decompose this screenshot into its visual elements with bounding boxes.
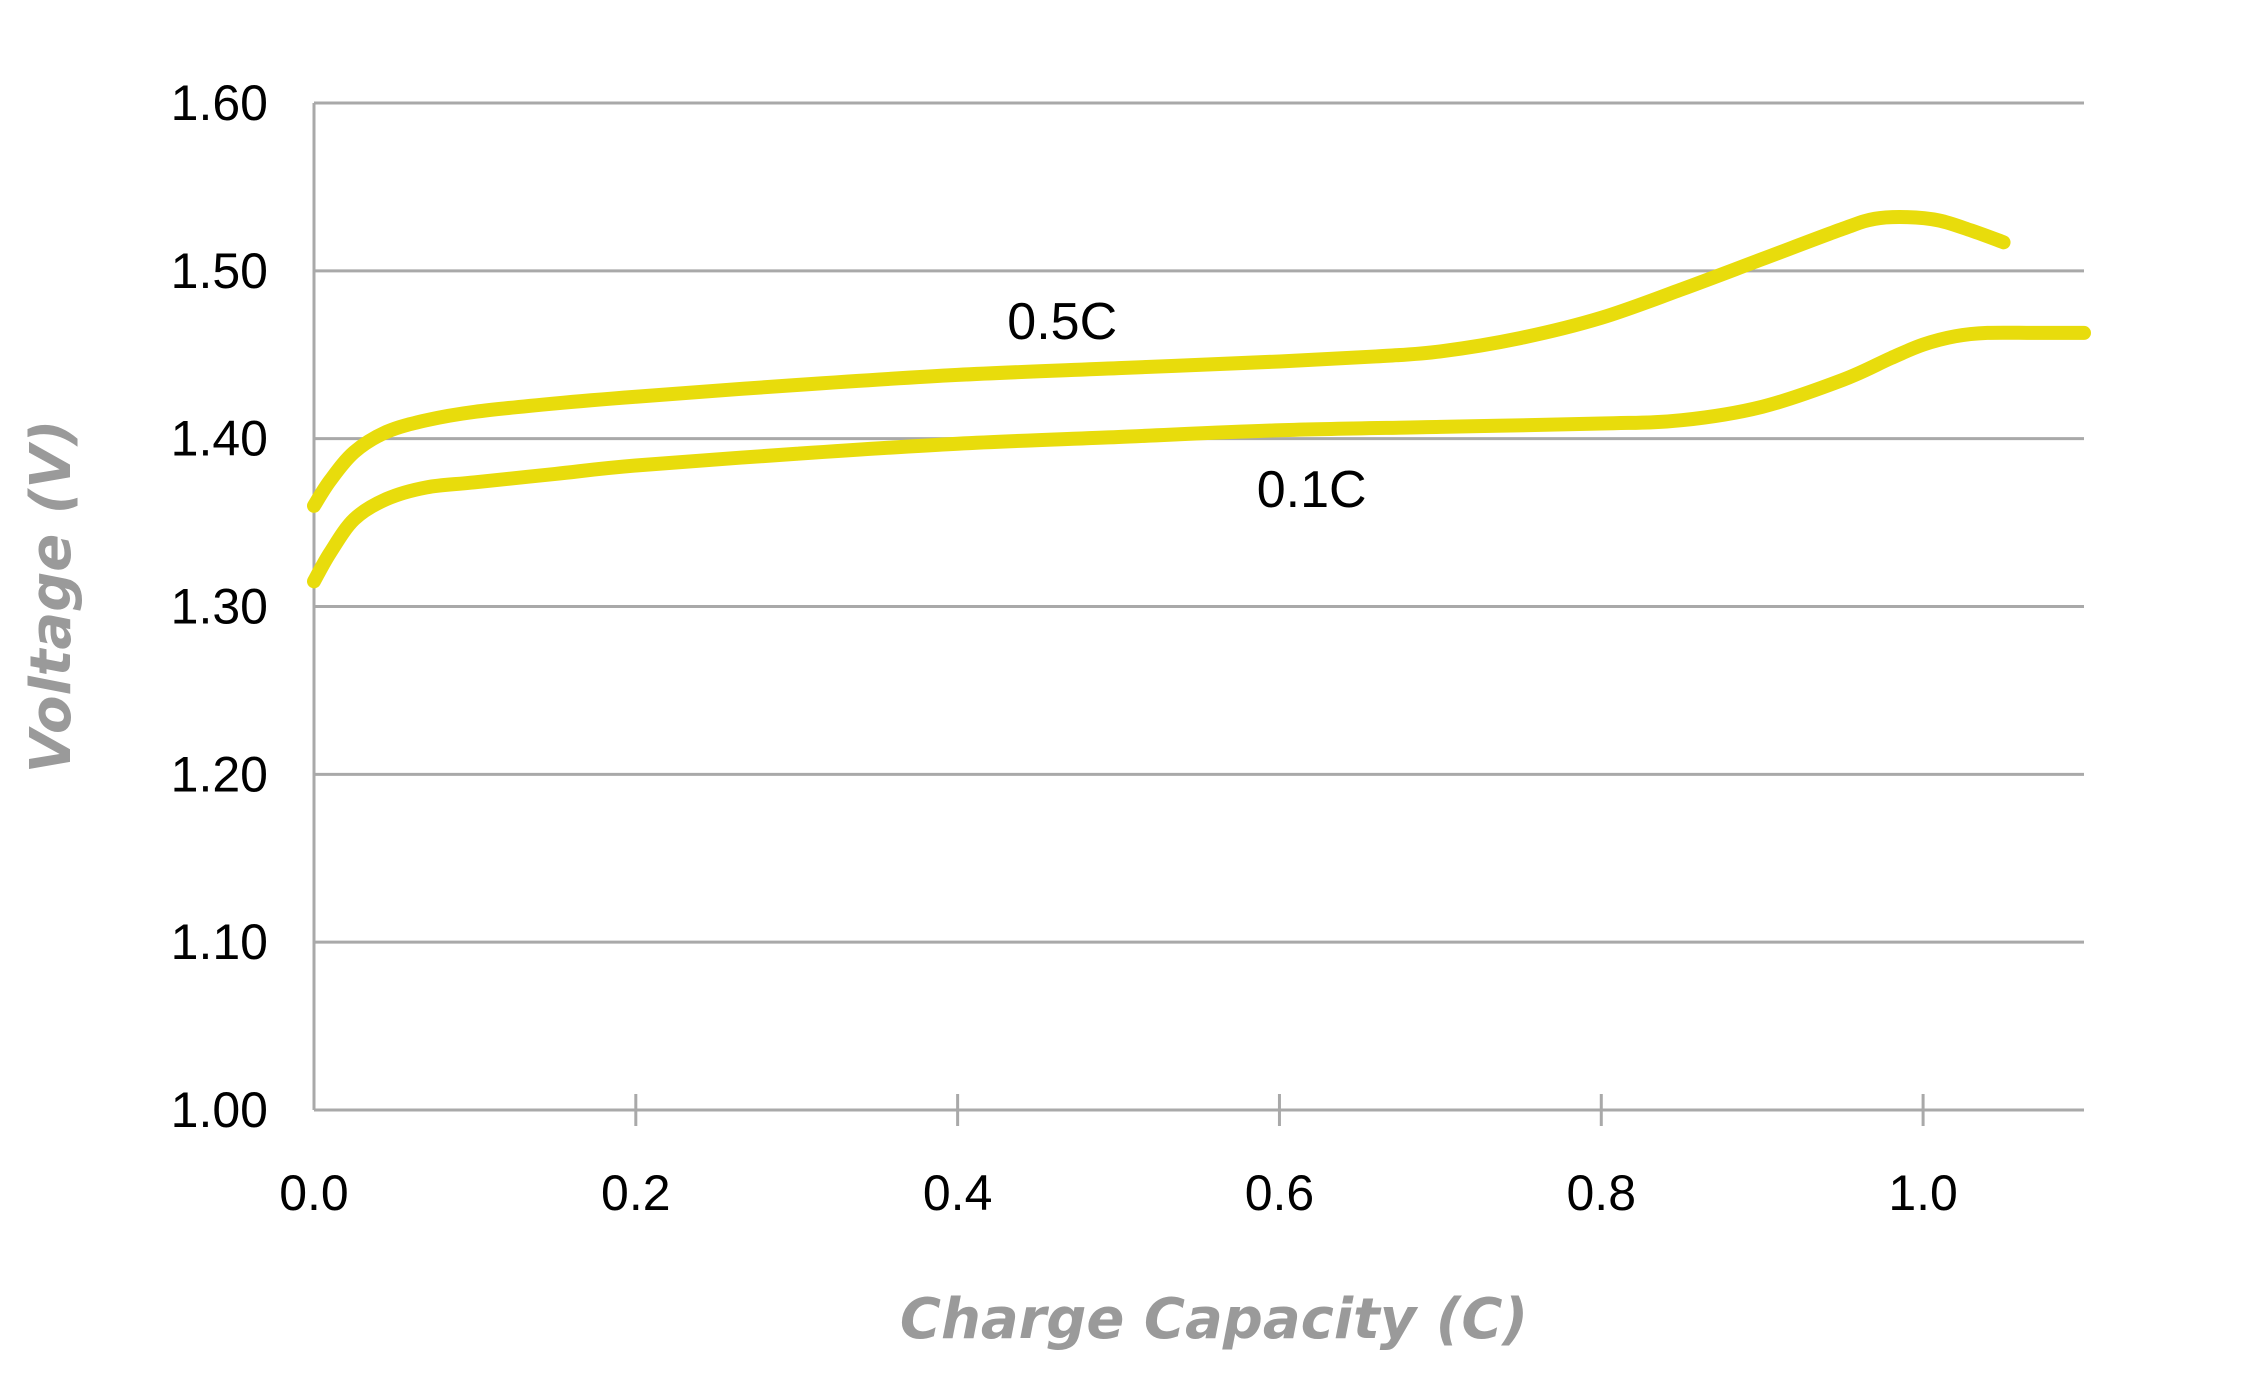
x-axis-title: Charge Capacity (C)	[900, 1287, 1528, 1352]
y-axis-title: Voltage (V)	[19, 420, 84, 774]
series-lines	[307, 209, 2091, 589]
series-label-01c: 0.1C	[1257, 461, 1367, 519]
y-tick-label: 1.60	[171, 75, 268, 131]
x-tick-label: 0.8	[1567, 1165, 1637, 1221]
series-line-05c	[307, 209, 2011, 513]
y-tick-label: 1.00	[171, 1082, 268, 1138]
y-tick-label: 1.30	[171, 579, 268, 635]
x-tick-label: 0.6	[1245, 1165, 1315, 1221]
axes: 1.00 1.10 1.20 1.30 1.40 1.50 1.60 0.0 0.2 0.4 0.6…	[171, 75, 2084, 1221]
gridlines	[314, 101, 2084, 944]
x-tick-label: 1.0	[1888, 1165, 1958, 1221]
x-tick-label: 0.4	[923, 1165, 993, 1221]
series-line-01c	[307, 325, 2091, 589]
y-tick-label: 1.10	[171, 914, 268, 970]
y-tick-label: 1.40	[171, 411, 268, 467]
labels: 0.5C 0.1C	[1007, 293, 1366, 519]
x-tick-label: 0.2	[601, 1165, 671, 1221]
y-tick-label: 1.50	[171, 243, 268, 299]
x-tick-label: 0.0	[279, 1165, 349, 1221]
y-tick-label: 1.20	[171, 746, 268, 802]
series-label-05c: 0.5C	[1007, 293, 1117, 351]
